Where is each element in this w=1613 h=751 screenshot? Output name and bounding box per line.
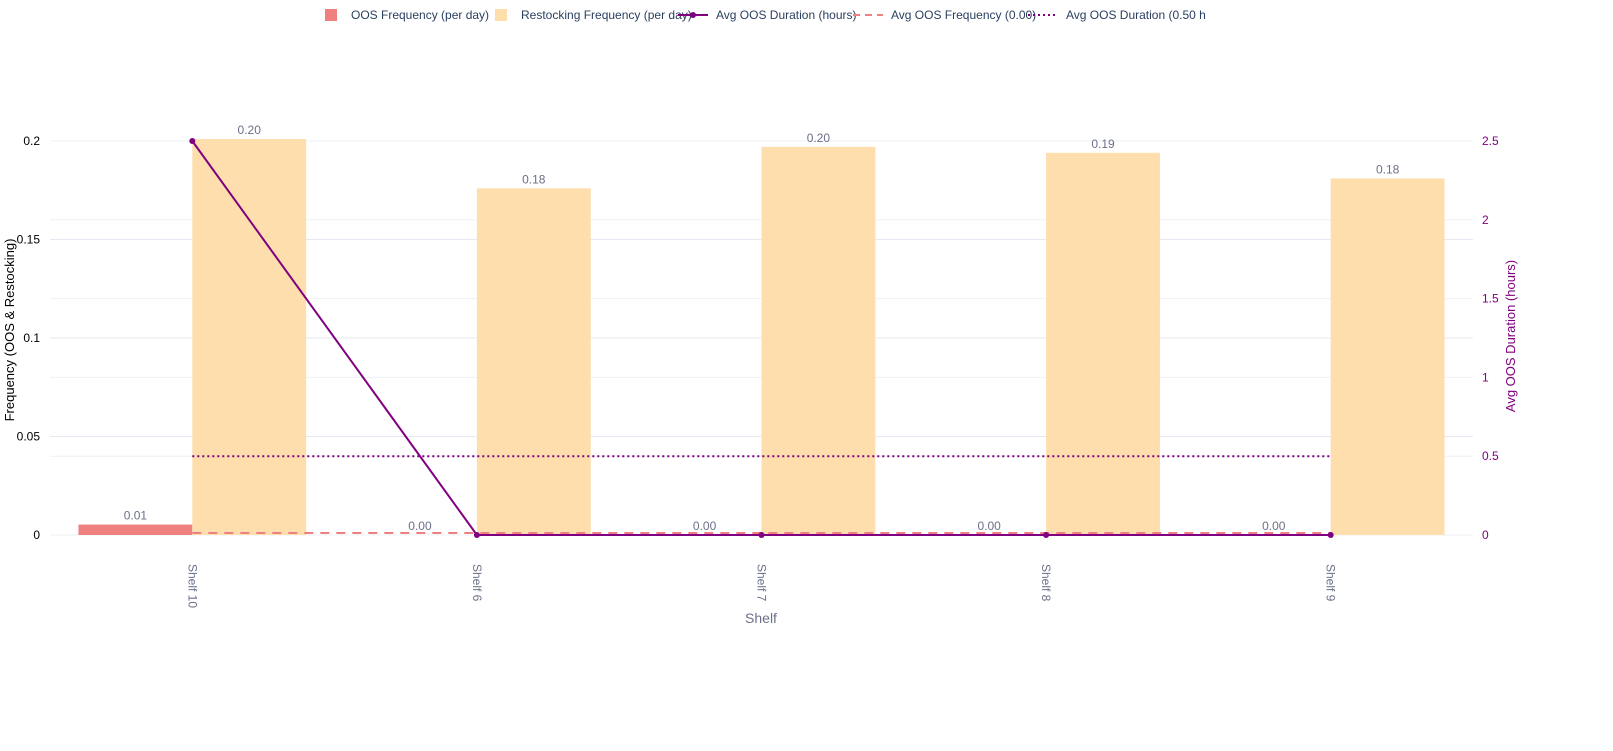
- restocking-frequency-bar: [1046, 152, 1160, 535]
- bar-data-label: 0.00: [408, 519, 432, 533]
- restocking-frequency-bar: [192, 139, 307, 535]
- bar-data-label: 0.01: [124, 509, 148, 523]
- legend-label: Avg OOS Frequency (0.00): [891, 8, 1036, 22]
- legend: OOS Frequency (per day) Restocking Freque…: [325, 8, 1206, 22]
- y-axis-right-title: Avg OOS Duration (hours): [1503, 260, 1518, 412]
- data-labels: 0.01 0.00 0.00 0.00 0.00 0.20 0.18 0.20 0.19 0.18: [124, 123, 1400, 533]
- x-axis-title: Shelf: [745, 610, 777, 626]
- avg-oos-duration-point: [473, 532, 480, 538]
- axes: Frequency (OOS & Restocking) Avg OOS Dur…: [2, 134, 1518, 626]
- legend-label: OOS Frequency (per day): [351, 8, 489, 22]
- bar-data-label: 0.00: [1262, 519, 1286, 533]
- y-left-tick-label: 0.15: [17, 233, 41, 247]
- y-left-tick-label: 0.05: [17, 430, 41, 444]
- avg-oos-duration-point: [758, 532, 765, 538]
- oos-frequency-bar: [78, 524, 193, 535]
- bars: [78, 139, 1445, 535]
- restocking-frequency-bar: [761, 146, 876, 535]
- line-series: [189, 138, 1334, 538]
- restocking-frequency-bar: [476, 188, 591, 535]
- restocking-frequency-bar: [1330, 178, 1445, 535]
- y-right-tick-label: 2.5: [1482, 134, 1499, 148]
- legend-label: Avg OOS Duration (0.50 h: [1066, 8, 1206, 22]
- bar-data-label: 0.20: [807, 131, 831, 145]
- bar-data-label: 0.19: [1091, 137, 1115, 151]
- y-right-tick-label: 0: [1482, 528, 1489, 542]
- bar-data-label: 0.00: [693, 519, 717, 533]
- bar-data-label: 0.18: [522, 172, 546, 186]
- bar-data-label: 0.20: [238, 123, 262, 137]
- y-left-tick-label: 0.1: [23, 331, 40, 345]
- avg-oos-duration-point: [1327, 532, 1334, 538]
- x-tick-label: Shelf 9: [1324, 564, 1338, 602]
- legend-label: Avg OOS Duration (hours): [716, 8, 857, 22]
- bar-data-label: 0.00: [978, 519, 1002, 533]
- avg-oos-duration-point: [189, 138, 196, 144]
- y-left-tick-label: 0: [33, 528, 40, 542]
- legend-swatch: [495, 9, 507, 21]
- legend-swatch-marker: [690, 12, 696, 18]
- y-right-tick-label: 1: [1482, 370, 1489, 384]
- y-right-tick-label: 1.5: [1482, 292, 1499, 306]
- y-right-tick-label: 2: [1482, 213, 1489, 227]
- x-tick-label: Shelf 8: [1039, 564, 1053, 602]
- reference-lines: [192, 455, 1331, 535]
- y-axis-left-title: Frequency (OOS & Restocking): [2, 239, 17, 422]
- legend-label: Restocking Frequency (per day): [521, 8, 692, 22]
- x-tick-label: Shelf 7: [755, 564, 769, 602]
- x-tick-label: Shelf 10: [185, 564, 199, 608]
- legend-swatch: [325, 9, 337, 21]
- bar-data-label: 0.18: [1376, 162, 1400, 176]
- avg-oos-duration-point: [1043, 532, 1050, 538]
- y-left-tick-label: 0.2: [23, 134, 40, 148]
- y-right-tick-label: 0.5: [1482, 449, 1499, 463]
- x-tick-label: Shelf 6: [470, 564, 484, 602]
